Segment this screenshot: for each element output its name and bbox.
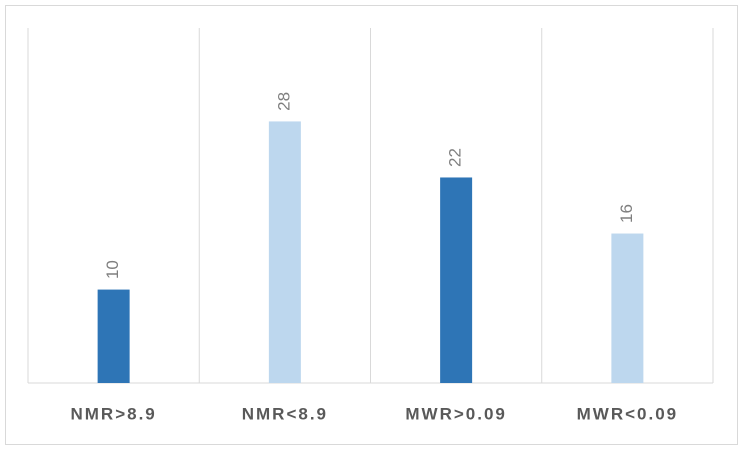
- data-label: 28: [274, 92, 293, 111]
- bar: [268, 121, 301, 383]
- x-tick-label: NMR<8.9: [242, 404, 328, 423]
- x-tick-label: MWR<0.09: [577, 404, 679, 423]
- data-label: 16: [617, 204, 636, 223]
- x-tick-label: MWR>0.09: [405, 404, 507, 423]
- bar: [440, 177, 473, 383]
- bar: [97, 289, 130, 383]
- x-tick-label: NMR>8.9: [70, 404, 156, 423]
- data-label: 10: [103, 260, 122, 279]
- bar: [611, 233, 644, 383]
- data-label: 22: [446, 148, 465, 167]
